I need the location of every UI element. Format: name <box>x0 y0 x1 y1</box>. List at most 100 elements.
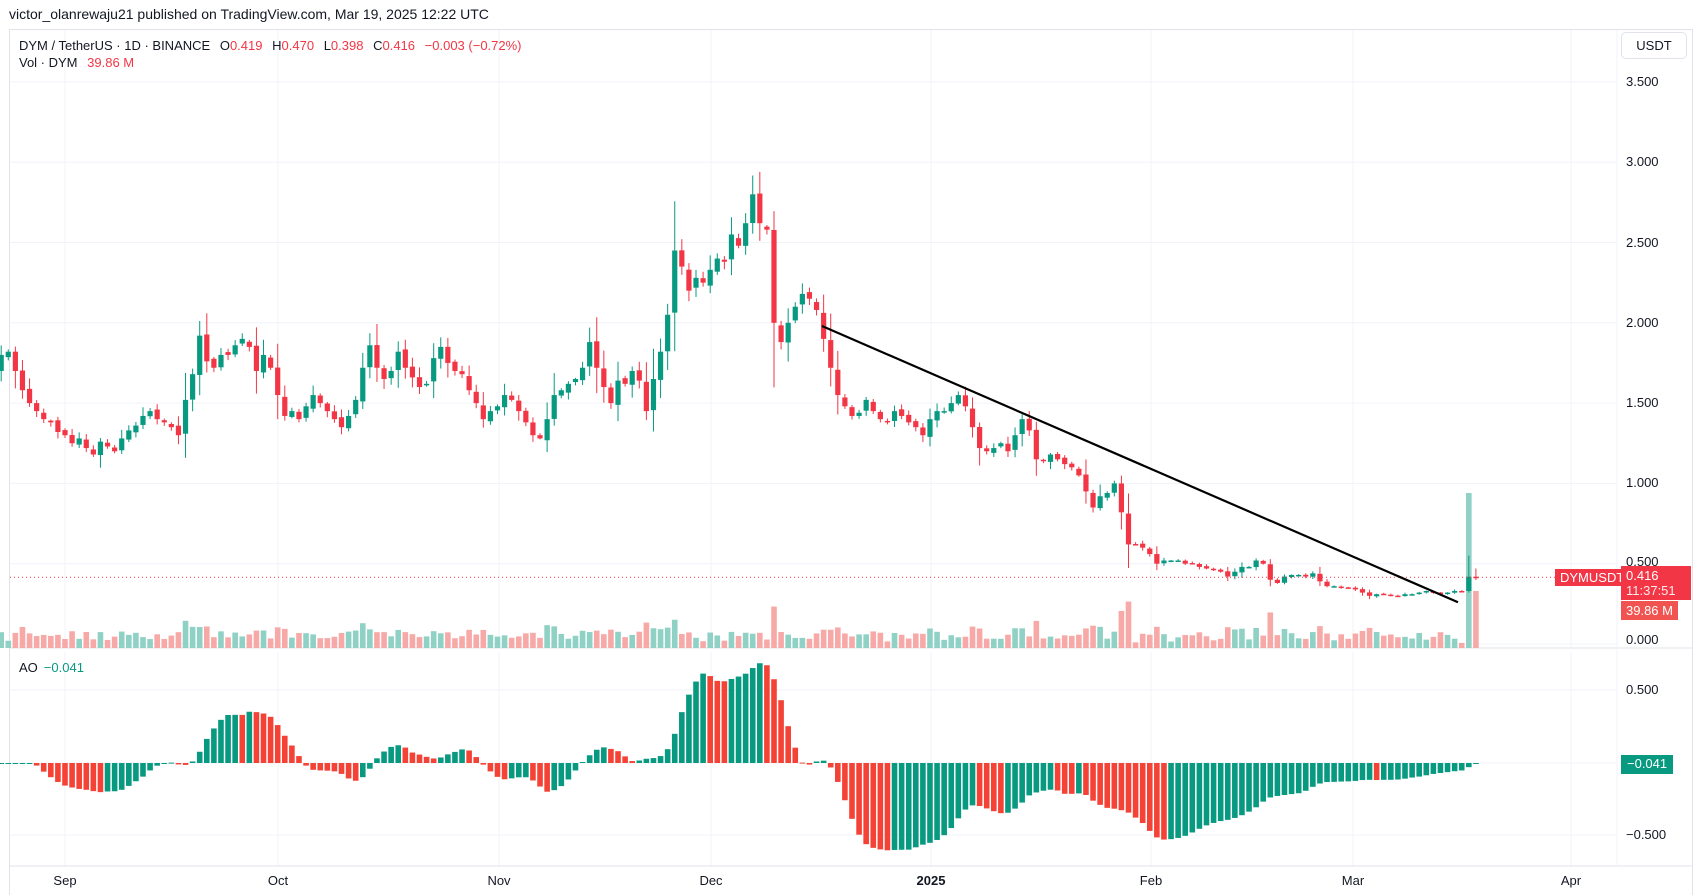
candle-body <box>1345 587 1351 589</box>
currency-button[interactable]: USDT <box>1621 32 1687 59</box>
volume-bar <box>83 631 90 648</box>
candle-body <box>1374 594 1380 597</box>
candle-body <box>856 412 862 416</box>
ao-bar <box>1012 763 1018 809</box>
candle-body <box>1026 418 1032 431</box>
candle-body <box>360 367 366 402</box>
ao-bar <box>1054 763 1061 791</box>
ao-bar <box>785 726 791 763</box>
candle-body <box>764 226 770 230</box>
ao-bar <box>806 763 813 765</box>
candle-body <box>246 341 252 347</box>
candle-body <box>1147 548 1153 555</box>
publisher-line: victor_olanrewaju21 published on Trading… <box>9 6 489 22</box>
ao-bar <box>757 663 763 763</box>
candle-body <box>168 424 174 428</box>
ao-bar <box>126 763 132 786</box>
candle-body <box>1437 592 1444 595</box>
candle-body <box>806 292 813 299</box>
ao-bar <box>707 676 713 763</box>
volume-bar <box>842 633 848 648</box>
ao-bar <box>998 763 1004 814</box>
volume-bar <box>757 632 763 648</box>
ao-bar <box>856 763 862 835</box>
volume-bar <box>1281 628 1288 648</box>
volume-bar <box>948 635 955 648</box>
candle-body <box>1111 483 1117 493</box>
candle-body <box>877 411 883 420</box>
volume-bar <box>211 637 217 648</box>
volume-bar <box>1444 634 1451 648</box>
ao-bar <box>83 763 90 790</box>
candle-body <box>1019 419 1025 435</box>
ao-bar <box>232 714 238 763</box>
ao-bar <box>168 762 175 764</box>
candle-body <box>331 411 338 420</box>
volume-bar <box>303 633 309 648</box>
candle-body <box>409 366 416 378</box>
candle-body <box>863 399 869 411</box>
ao-bar <box>1068 763 1075 794</box>
ao-bar <box>352 763 359 781</box>
volume-bar <box>281 628 288 648</box>
candle-body <box>1033 429 1039 460</box>
candle-body <box>1444 592 1451 595</box>
volume-bar <box>196 627 203 648</box>
ao-bar <box>1302 763 1309 791</box>
ao-label[interactable]: AO <box>19 660 38 675</box>
ao-bar <box>239 714 246 763</box>
candle-body <box>849 407 855 416</box>
ao-bar <box>480 763 487 765</box>
volume-label[interactable]: Vol · DYM <box>19 55 78 70</box>
candle-body <box>1175 560 1181 562</box>
ao-bar <box>1125 763 1132 813</box>
volume-bar <box>1047 636 1054 648</box>
ao-bar <box>1466 763 1472 768</box>
ao-bar <box>1132 763 1139 818</box>
volume-bar <box>437 633 444 648</box>
volume-bar <box>863 634 869 648</box>
volume-bar <box>1154 626 1160 648</box>
candle-body <box>1140 543 1146 548</box>
ao-bar <box>1473 763 1479 764</box>
ao-bar <box>55 763 61 782</box>
trend-line <box>821 325 1459 604</box>
ao-bar <box>870 763 877 848</box>
candle-body <box>225 352 231 355</box>
ao-bar <box>969 763 976 806</box>
candle-body <box>799 293 805 305</box>
volume-bar <box>707 632 713 648</box>
time-label: Apr <box>1560 873 1582 888</box>
ao-tick: −0.500 <box>1626 827 1667 842</box>
candle-body <box>1388 594 1394 597</box>
candle-body <box>622 378 628 384</box>
ao-bar <box>154 763 160 766</box>
candle-body <box>579 367 586 381</box>
volume-bar <box>1217 638 1224 648</box>
candle-body <box>182 399 189 434</box>
candle-body <box>452 361 458 371</box>
candle-body <box>1402 594 1408 597</box>
candle-body <box>572 379 579 383</box>
candle-body <box>395 351 401 371</box>
candle-body <box>714 258 720 272</box>
volume-bar <box>381 632 387 648</box>
ao-bar <box>494 763 501 777</box>
ao-bar <box>1388 763 1394 780</box>
ao-bar <box>430 758 437 763</box>
candle-body <box>90 449 96 455</box>
volume-bar <box>359 623 366 648</box>
ao-bar <box>608 748 614 763</box>
volume-bar <box>742 632 749 648</box>
symbol-title[interactable]: DYM / TetherUS · 1D · BINANCE <box>19 38 211 53</box>
volume-bar <box>5 640 12 648</box>
open-label: O <box>219 38 230 53</box>
volume-bar <box>1118 610 1125 648</box>
ao-bar <box>253 712 260 763</box>
candle-body <box>1409 594 1415 596</box>
ao-bar <box>1118 763 1125 811</box>
volume-bar <box>260 630 267 648</box>
volume-bar <box>1146 634 1153 648</box>
volume-bar <box>26 633 33 648</box>
